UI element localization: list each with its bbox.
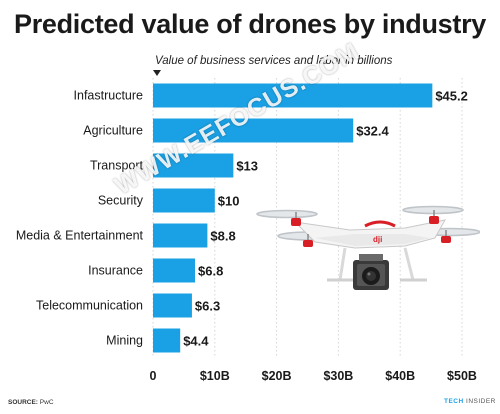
bar-3 [153,188,215,213]
bar-7 [153,328,181,353]
brand-part1: TECH [444,398,464,405]
bar-4 [153,223,208,248]
subtitle-marker-icon [153,70,161,76]
value-label-0: $45.2 [435,89,468,104]
bar-1 [153,118,354,143]
bar-6 [153,293,192,318]
drone-image: dji [256,205,480,290]
category-label-4: Media & Entertainment [16,229,144,243]
bar-0 [153,83,433,108]
chart-title: Predicted value of drones by industry [13,9,486,39]
x-tick-label-4: $40B [385,369,415,383]
drone-brand-text: dji [373,235,382,244]
chart-subtitle: Value of business services and labor in … [155,55,393,67]
bar-5 [153,258,196,283]
source-text: PwC [39,399,54,406]
category-label-0: Infastructure [74,89,144,103]
value-label-7: $4.4 [183,334,209,349]
brand-logo: TECH INSIDER [444,398,496,405]
category-label-1: Agriculture [83,124,143,138]
category-label-6: Telecommunication [36,299,143,313]
x-tick-label-0: 0 [150,369,157,383]
x-tick-label-1: $10B [200,369,230,383]
category-label-2: Transport [90,159,144,173]
source-label: SOURCE: [8,399,38,406]
value-label-6: $6.3 [195,299,220,314]
value-label-4: $8.8 [210,229,235,244]
bar-2 [153,153,234,178]
category-label-3: Security [98,194,144,208]
footer-source: SOURCE: PwC [8,399,54,406]
value-label-5: $6.8 [198,264,223,279]
category-label-7: Mining [106,334,143,348]
category-label-5: Insurance [88,264,143,278]
value-label-2: $13 [236,159,258,174]
x-tick-label-3: $30B [323,369,353,383]
x-tick-label-2: $20B [262,369,292,383]
x-tick-label-5: $50B [447,369,477,383]
value-label-3: $10 [218,194,240,209]
value-label-1: $32.4 [356,124,389,139]
brand-part2: INSIDER [466,398,496,405]
